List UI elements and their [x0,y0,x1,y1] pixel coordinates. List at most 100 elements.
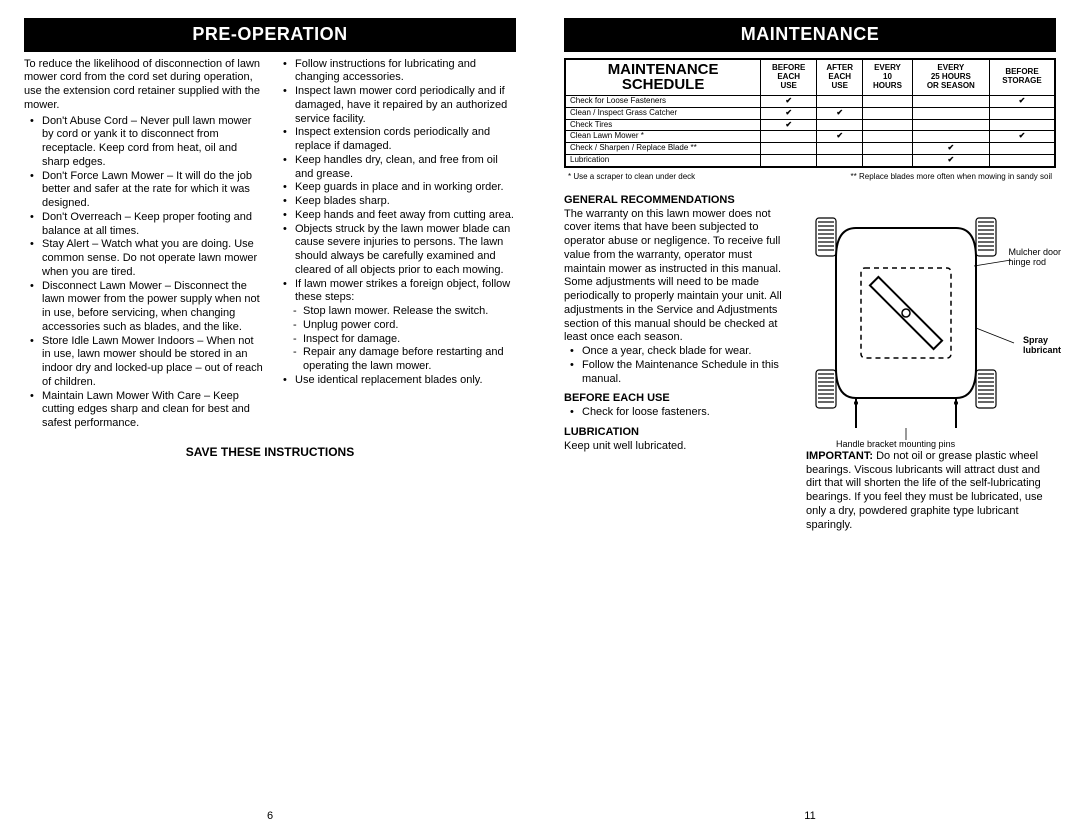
list-item: Keep guards in place and in working orde… [287,181,516,195]
table-row: Check / Sharpen / Replace Blade ** ✔ [565,143,1055,155]
handle-label: Handle bracket mounting pins [836,440,955,450]
check-cell: ✔ [761,96,817,108]
preop-col2-dash: Stop lawn mower. Release the switch.Unpl… [277,305,516,374]
spray-label: Spray lubricant [1023,336,1061,356]
list-item: If lawn mower strikes a foreign object, … [287,278,516,306]
mower-diagram: Mulcher door hinge rod Spray lubricant H… [806,188,1056,448]
row-label: Clean Lawn Mower * [565,131,761,143]
important-note: IMPORTANT: Do not oil or grease plastic … [806,450,1056,533]
mower-svg [806,188,1056,448]
list-item: Follow instructions for lubricating and … [287,58,516,86]
list-item: Keep handles dry, clean, and free from o… [287,154,516,182]
check-cell: ✔ [761,107,817,119]
check-cell [863,119,912,131]
lubrication-text: Keep unit well lubricated. [564,440,794,454]
list-item: Stay Alert – Watch what you are doing. U… [34,238,263,279]
page-left: PRE-OPERATION To reduce the likelihood o… [0,0,540,834]
page-right: MAINTENANCE MAINTENANCE SCHEDULE BEFOREE… [540,0,1080,834]
schedule-label: MAINTENANCE SCHEDULE [565,59,761,96]
list-item: Maintain Lawn Mower With Care – Keep cut… [34,390,263,431]
check-cell [912,96,989,108]
list-item: Inspect lawn mower cord periodically and… [287,85,516,126]
maint-text-col: GENERAL RECOMMENDATIONS The warranty on … [564,188,794,533]
maintenance-content: GENERAL RECOMMENDATIONS The warranty on … [564,188,1056,533]
check-cell [817,96,863,108]
table-row: Clean / Inspect Grass Catcher✔✔ [565,107,1055,119]
table-col-header: BEFOREEACHUSE [761,59,817,96]
preop-columns: To reduce the likelihood of disconnectio… [24,58,516,431]
list-item: Use identical replacement blades only. [287,374,516,388]
row-label: Lubrication [565,154,761,166]
table-col-header: EVERY25 HOURSOR SEASON [912,59,989,96]
general-recommendations-head: GENERAL RECOMMENDATIONS [564,194,794,208]
footnote-left: * Use a scraper to clean under deck [568,172,695,182]
footnote-right: ** Replace blades more often when mowing… [851,172,1052,182]
preop-col2-list-a: Follow instructions for lubricating and … [277,58,516,306]
check-cell [863,131,912,143]
schedule-label-line2: SCHEDULE [570,77,756,93]
preop-col2: Follow instructions for lubricating and … [277,58,516,431]
table-col-header: EVERY10HOURS [863,59,912,96]
maint-diagram-col: Mulcher door hinge rod Spray lubricant H… [806,188,1056,533]
before-bullets: Check for loose fasteners. [564,406,794,420]
page-number-left: 6 [24,810,516,824]
check-cell: ✔ [817,107,863,119]
maintenance-header: MAINTENANCE [564,18,1056,52]
check-cell [863,154,912,166]
list-item: Follow the Maintenance Schedule in this … [574,359,794,387]
check-cell [912,119,989,131]
check-cell [989,143,1055,155]
list-item: Check for loose fasteners. [574,406,794,420]
page-number-right: 11 [564,810,1056,824]
check-cell: ✔ [989,131,1055,143]
list-item: Disconnect Lawn Mower – Disconnect the l… [34,280,263,335]
check-cell [989,154,1055,166]
list-item: Keep blades sharp. [287,195,516,209]
list-item: Don't Abuse Cord – Never pull lawn mower… [34,115,263,170]
preop-intro: To reduce the likelihood of disconnectio… [24,58,263,113]
row-label: Check Tires [565,119,761,131]
list-item: Unplug power cord. [295,319,516,333]
list-item: Inspect for damage. [295,333,516,347]
save-instructions: SAVE THESE INSTRUCTIONS [24,445,516,460]
list-item: Stop lawn mower. Release the switch. [295,305,516,319]
row-label: Clean / Inspect Grass Catcher [565,107,761,119]
table-row: Clean Lawn Mower * ✔ ✔ [565,131,1055,143]
list-item: Don't Overreach – Keep proper footing an… [34,211,263,239]
check-cell [817,119,863,131]
list-item: Store Idle Lawn Mower Indoors – When not… [34,335,263,390]
check-cell: ✔ [817,131,863,143]
row-label: Check / Sharpen / Replace Blade ** [565,143,761,155]
preop-col1: To reduce the likelihood of disconnectio… [24,58,263,431]
list-item: Inspect extension cords periodically and… [287,126,516,154]
check-cell: ✔ [761,119,817,131]
check-cell: ✔ [989,96,1055,108]
table-footnotes: * Use a scraper to clean under deck ** R… [564,172,1056,182]
check-cell [989,119,1055,131]
check-cell [817,154,863,166]
table-row: Check Tires✔ [565,119,1055,131]
preop-col2-list-b: Use identical replacement blades only. [277,374,516,388]
lubrication-head: LUBRICATION [564,426,794,440]
check-cell [817,143,863,155]
check-cell [761,143,817,155]
check-cell [863,107,912,119]
table-row: Lubrication ✔ [565,154,1055,166]
important-label: IMPORTANT: [806,450,873,462]
check-cell [863,96,912,108]
list-item: Objects struck by the lawn mower blade c… [287,223,516,278]
check-cell [863,143,912,155]
check-cell: ✔ [912,143,989,155]
table-col-header: BEFORESTORAGE [989,59,1055,96]
check-cell [989,107,1055,119]
gen-rec-p2: Some adjustments will need to be made pe… [564,276,794,345]
list-item: Don't Force Lawn Mower – It will do the … [34,170,263,211]
schedule-label-line1: MAINTENANCE [570,62,756,78]
check-cell [761,131,817,143]
maintenance-schedule-table: MAINTENANCE SCHEDULE BEFOREEACHUSE AFTER… [564,58,1056,168]
row-label: Check for Loose Fasteners [565,96,761,108]
before-each-use-head: BEFORE EACH USE [564,392,794,406]
check-cell: ✔ [912,154,989,166]
list-item: Once a year, check blade for wear. [574,345,794,359]
check-cell [912,107,989,119]
